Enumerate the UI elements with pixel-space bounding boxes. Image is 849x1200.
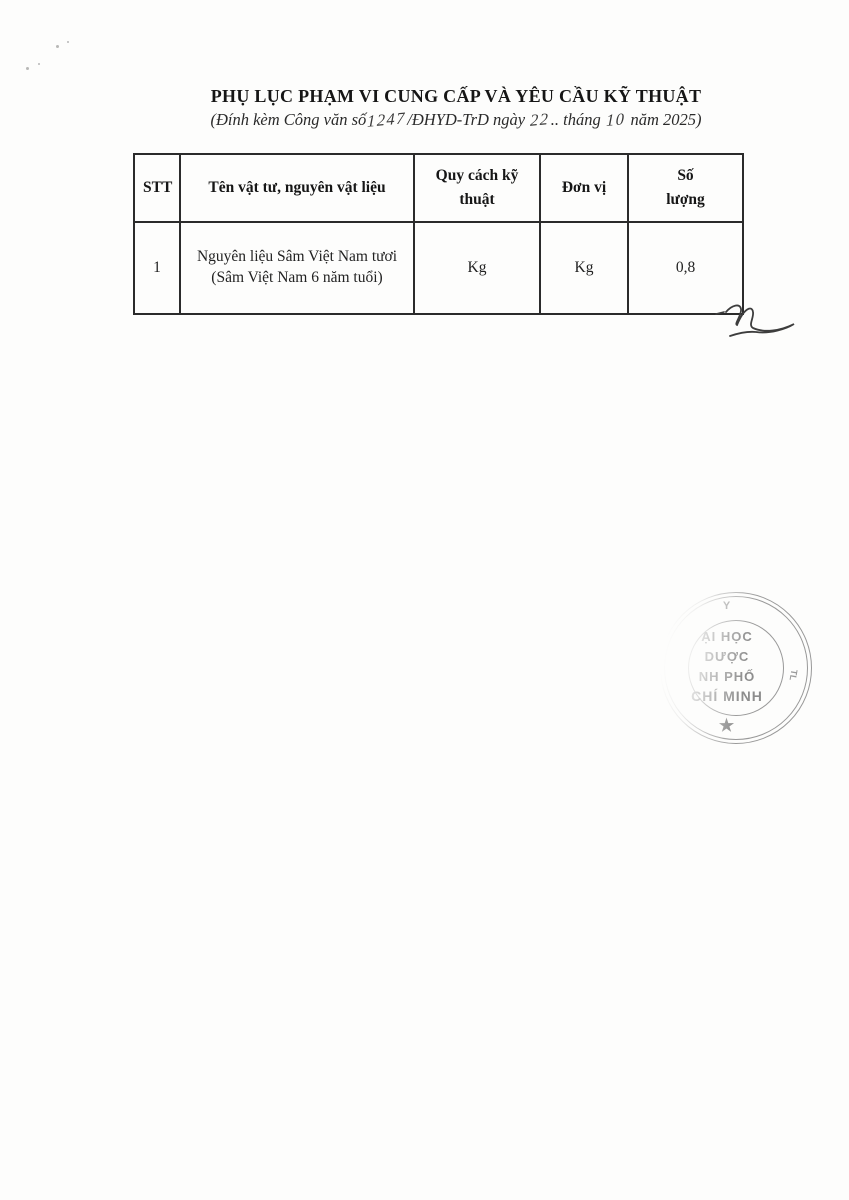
scan-speck (56, 45, 59, 48)
subtitle-printed-month-label: .. tháng (550, 110, 605, 129)
scan-speck (26, 67, 29, 70)
cell-spec: Kg (413, 221, 541, 315)
col-header-qty: Số lượng (627, 153, 744, 223)
stamp-text-fragment: Y (722, 600, 732, 612)
col-header-unit: Đơn vị (539, 153, 629, 223)
handwritten-paraph-signature (715, 304, 795, 337)
handwritten-day: 22 (530, 109, 550, 130)
table-header-row: STT Tên vật tư, nguyên vật liệu Quy cách… (133, 153, 744, 223)
cell-unit: Kg (539, 221, 629, 315)
cell-qty: 0,8 (627, 221, 744, 315)
document-header: PHỤ LỤC PHẠM VI CUNG CẤP VÀ YÊU CẦU KỸ T… (64, 86, 848, 131)
cell-stt: 1 (133, 221, 181, 315)
scan-speck (67, 41, 69, 43)
handwritten-doc-number: 1247 (367, 108, 407, 131)
stamp-outer-ring-2 (664, 596, 808, 740)
supply-scope-table: STT Tên vật tư, nguyên vật liệu Quy cách… (133, 153, 744, 315)
subtitle-printed-pre: (Đính kèm Công văn số (210, 110, 367, 129)
page-title: PHỤ LỤC PHẠM VI CUNG CẤP VÀ YÊU CẦU KỸ T… (210, 86, 702, 106)
stamp-text-fragment: ẠI HỌC (701, 629, 753, 644)
subtitle-printed-post: năm 2025) (626, 110, 702, 129)
stamp-text-fragment: CHÍ MINH (691, 688, 763, 704)
subtitle-printed-org: /ĐHYD-TrD ngày (407, 110, 530, 129)
table-row: 1 Nguyên liệu Sâm Việt Nam tươi (Sâm Việ… (133, 221, 744, 315)
stamp-text-fragment: DƯỢC (704, 649, 750, 664)
circular-office-stamp: Y ẠI HỌC DƯỢC NH PHỐ CHÍ MINH ★ TL (652, 584, 820, 752)
scan-speck (38, 63, 40, 65)
col-header-spec: Quy cách kỹ thuật (413, 153, 541, 223)
stamp-text-fragment: NH PHỐ (698, 669, 756, 684)
cell-material-name: Nguyên liệu Sâm Việt Nam tươi (Sâm Việt … (179, 221, 415, 315)
col-header-stt: STT (133, 153, 181, 223)
handwritten-month: 10 (605, 109, 626, 130)
page-subtitle: (Đính kèm Công văn số1247/ĐHYD-TrD ngày … (64, 108, 848, 131)
col-header-name: Tên vật tư, nguyên vật liệu (179, 153, 415, 223)
stamp-star-icon: ★ (718, 716, 736, 735)
stamp-side-text: TL (787, 668, 800, 682)
stamp-inner-ring (688, 620, 784, 716)
stamp-outer-ring (660, 592, 812, 744)
